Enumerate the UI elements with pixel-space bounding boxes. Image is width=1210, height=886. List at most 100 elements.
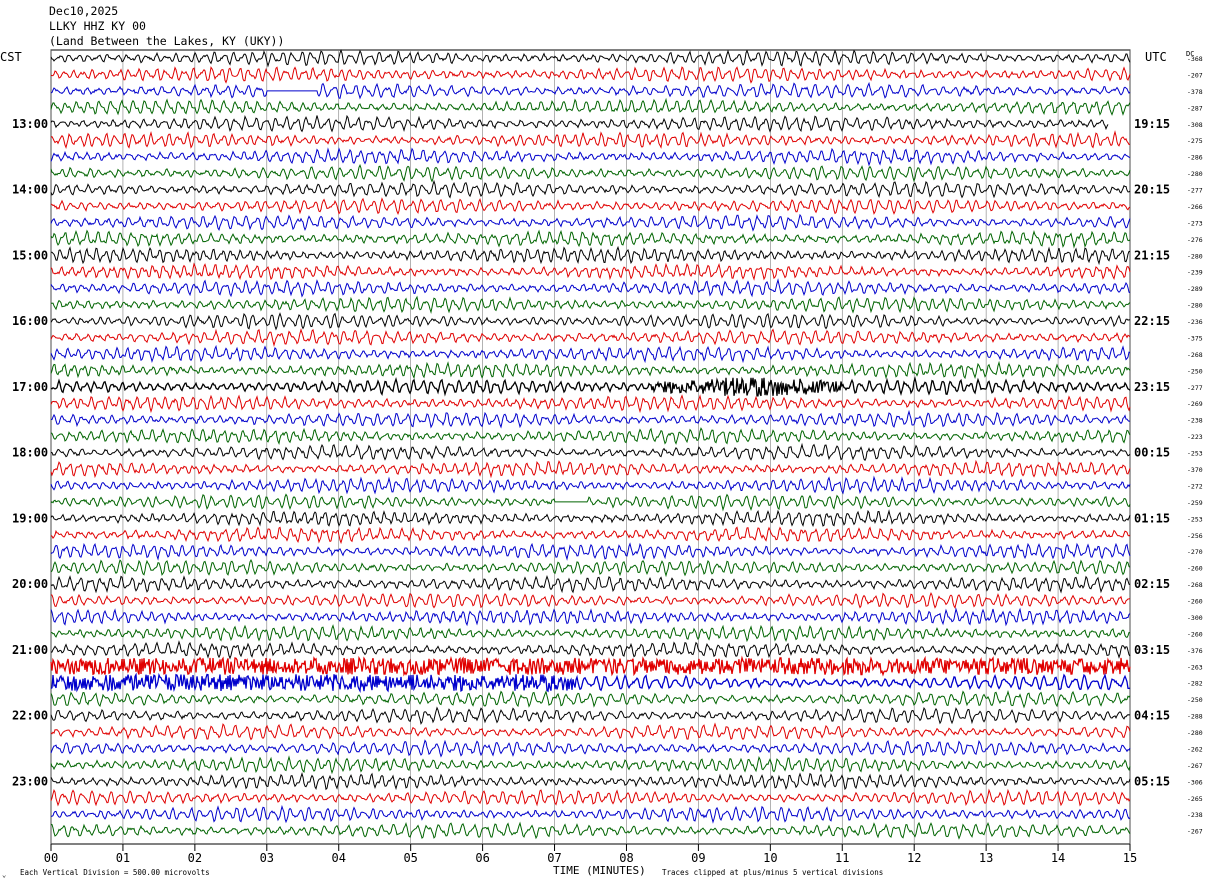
trace-row <box>50 376 1131 397</box>
dc-offset-label: -236 <box>1187 318 1203 326</box>
header-location: (Land Between the Lakes, KY (UKY)) <box>49 34 285 48</box>
scale-note: Each Vertical Division = 500.00 microvol… <box>20 868 210 877</box>
trace-row <box>50 821 1131 840</box>
dc-offset-label: -282 <box>1187 680 1203 688</box>
x-tick-label: 07 <box>547 851 561 865</box>
x-tick-label: 14 <box>1051 851 1065 865</box>
trace-row <box>50 394 1131 414</box>
cst-hour-label: 15:00 <box>12 248 48 262</box>
dc-offset-label: -265 <box>1187 795 1203 803</box>
x-tick-label: 03 <box>260 851 274 865</box>
header-station: LLKY HHZ KY 00 <box>49 19 146 33</box>
dc-offset-label: -270 <box>1187 548 1203 556</box>
dc-offset-label: -250 <box>1187 367 1203 375</box>
trace-row <box>50 559 1131 578</box>
cst-hour-label: 20:00 <box>12 577 48 591</box>
cst-hour-label: 17:00 <box>12 380 48 394</box>
trace-row <box>50 328 1131 348</box>
utc-label: UTC <box>1145 50 1167 64</box>
trace-row <box>50 427 1131 446</box>
dc-offset-label: -277 <box>1187 187 1203 195</box>
x-axis-title: TIME (MINUTES) <box>553 864 646 877</box>
utc-hour-label: 19:15 <box>1134 117 1170 131</box>
dc-offset-label: -260 <box>1187 565 1203 573</box>
corner-mark: ⌄ <box>2 871 6 879</box>
dc-offset-label: -253 <box>1187 450 1203 458</box>
trace-row <box>50 312 1131 331</box>
grid-lines <box>50 49 1131 851</box>
trace-row <box>50 229 1131 249</box>
x-tick-label: 10 <box>763 851 777 865</box>
dc-offset-label: -275 <box>1187 137 1203 145</box>
trace-row <box>50 442 1131 462</box>
cst-hour-label: 16:00 <box>12 314 48 328</box>
trace-row <box>50 722 1131 741</box>
dc-offset-label: -375 <box>1187 334 1203 342</box>
trace-row <box>50 509 1131 528</box>
cst-hour-label: 13:00 <box>12 117 48 131</box>
dc-offset-label: -260 <box>1187 630 1203 638</box>
dc-offset-label: -280 <box>1187 252 1203 260</box>
dc-offset-label: -272 <box>1187 482 1203 490</box>
utc-hour-label: 00:15 <box>1134 446 1170 460</box>
trace-row <box>51 245 1131 266</box>
trace-row <box>50 755 1131 775</box>
trace-row <box>50 197 1131 216</box>
dc-offset-label: -288 <box>1187 713 1203 721</box>
trace-row <box>50 360 1131 380</box>
x-tick-label: 05 <box>403 851 417 865</box>
trace-row <box>50 179 1131 199</box>
x-tick-label: 02 <box>188 851 202 865</box>
trace-row <box>50 591 1131 610</box>
dc-offset-label: -238 <box>1187 417 1203 425</box>
dc-offset-label: -256 <box>1187 532 1203 540</box>
dc-offset-label: -266 <box>1187 203 1203 211</box>
dc-offset-label: -280 <box>1187 729 1203 737</box>
trace-row <box>50 526 1131 545</box>
dc-offset-label: -223 <box>1187 433 1203 441</box>
x-tick-label: 04 <box>332 851 346 865</box>
trace-row <box>50 66 1131 84</box>
trace-row <box>50 771 1131 791</box>
utc-hour-label: 22:15 <box>1134 314 1170 328</box>
utc-hour-label: 03:15 <box>1134 643 1170 657</box>
x-tick-label: 06 <box>475 851 489 865</box>
cst-hour-label: 18:00 <box>12 446 48 460</box>
dc-offset-label: -263 <box>1187 663 1203 671</box>
x-tick-label: 15 <box>1123 851 1137 865</box>
utc-hour-label: 20:15 <box>1134 183 1170 197</box>
utc-hour-label: 02:15 <box>1134 577 1170 591</box>
dc-offset-label: -267 <box>1187 828 1203 836</box>
cst-hour-label: 19:00 <box>12 511 48 525</box>
trace-row <box>50 81 1131 100</box>
dc-offset-label: -376 <box>1187 647 1203 655</box>
x-tick-label: 00 <box>44 851 58 865</box>
trace-row <box>50 493 1131 512</box>
dc-offset-label: -207 <box>1187 71 1203 79</box>
dc-offset-label: -273 <box>1187 219 1203 227</box>
dc-label: DC <box>1186 50 1194 58</box>
trace-row <box>50 706 1130 725</box>
dc-offset-label: -276 <box>1187 236 1203 244</box>
cst-label: CST <box>0 50 22 64</box>
dc-offset-label: -378 <box>1187 88 1203 96</box>
x-tick-label: 01 <box>116 851 130 865</box>
dc-offset-label: -238 <box>1187 811 1203 819</box>
trace-row <box>50 344 1131 364</box>
dc-offset-label: -267 <box>1187 762 1203 770</box>
trace-row <box>50 97 1131 116</box>
trace-row <box>51 804 1131 824</box>
plot-frame <box>50 49 1131 845</box>
cst-hour-label: 21:00 <box>12 643 48 657</box>
dc-offset-label: -286 <box>1187 154 1203 162</box>
trace-row <box>50 624 1131 643</box>
clip-note: Traces clipped at plus/minus 5 vertical … <box>662 868 883 877</box>
utc-hour-label: 04:15 <box>1134 709 1170 723</box>
trace-row <box>50 409 1131 429</box>
trace-row <box>50 739 1131 758</box>
utc-hour-label: 23:15 <box>1134 380 1170 394</box>
trace-row <box>50 672 1131 693</box>
dc-offset-label: -306 <box>1187 778 1203 786</box>
trace-group <box>50 48 1131 840</box>
